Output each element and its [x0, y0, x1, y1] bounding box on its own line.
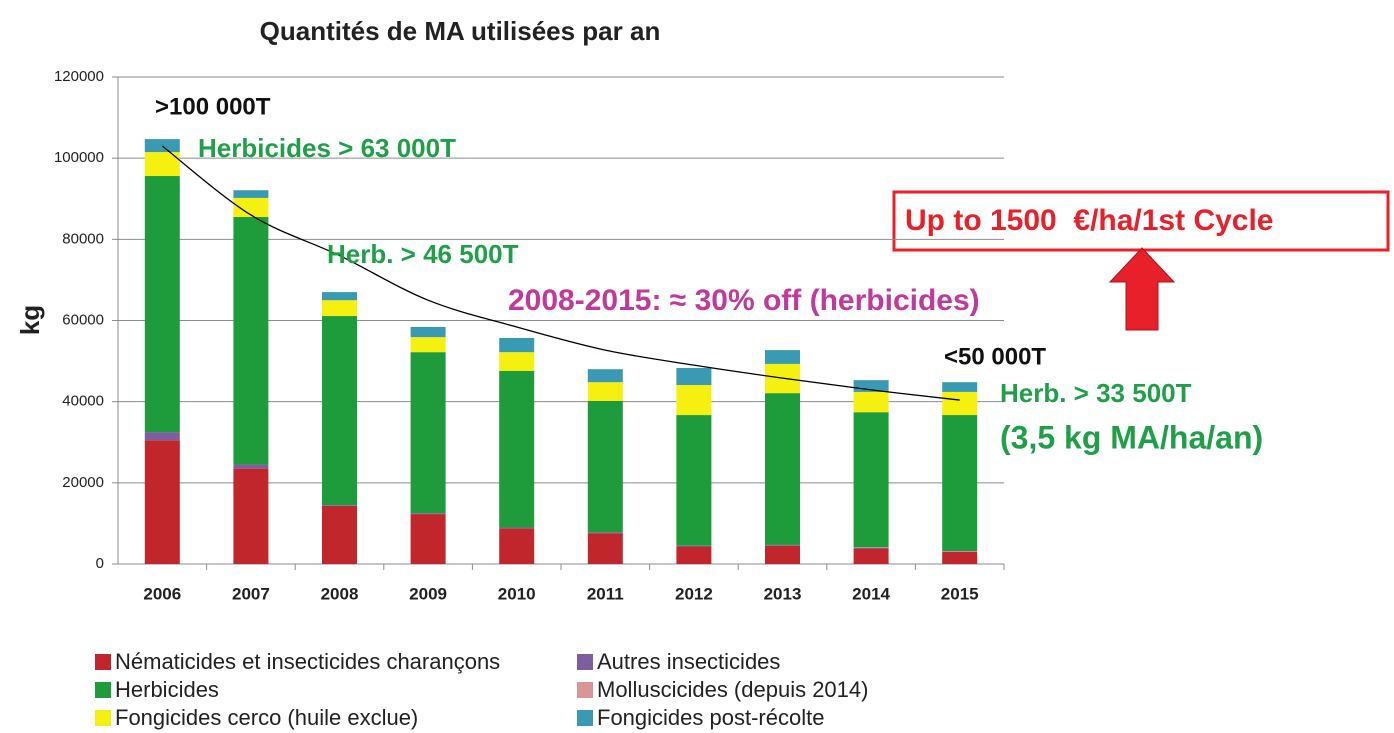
bar-segment [144, 152, 180, 177]
bar-segment [587, 533, 623, 564]
legend-swatch [577, 710, 593, 726]
bar-segment [676, 415, 712, 546]
bar-segment [587, 532, 623, 534]
legend-label: Nématicides et insecticides charançons [115, 649, 500, 674]
y-tick-label: 20000 [62, 474, 104, 491]
bar-segment [499, 370, 535, 528]
y-tick-label: 120000 [54, 68, 104, 85]
bar-segment [942, 551, 978, 564]
bar-segment [144, 432, 180, 441]
bar-segment [499, 528, 535, 564]
bar-segment [765, 393, 800, 545]
y-tick-label: 40000 [62, 393, 104, 410]
bar-segment [410, 514, 446, 564]
x-tick-label: 2006 [143, 584, 181, 603]
bar-segment [233, 197, 269, 218]
bar-segment [587, 369, 623, 383]
bar-segment [233, 217, 269, 465]
trend-line [161, 145, 960, 401]
y-tick-label: 80000 [62, 230, 104, 247]
annotation: Up to 1500 €/ha/1st Cycle [905, 204, 1274, 237]
legend-label: Fongicides cerco (huile exclue) [115, 705, 418, 730]
bar-segment [853, 548, 889, 564]
legend-swatch [577, 682, 593, 698]
x-tick-label: 2012 [675, 584, 713, 603]
bar-segment [410, 337, 446, 353]
bar-segment [144, 440, 180, 564]
x-tick-label: 2014 [852, 584, 890, 603]
x-tick-label: 2008 [321, 584, 359, 603]
bar-segment [676, 546, 712, 564]
x-tick-label: 2013 [764, 584, 802, 603]
legend-label: Autres insecticides [597, 649, 780, 674]
legend-label: Herbicides [115, 677, 219, 702]
legend-label: Fongicides post-récolte [597, 705, 824, 730]
annotation: (3,5 kg MA/ha/an) [1000, 419, 1263, 455]
bar-segment [853, 391, 889, 413]
bar-segment [322, 505, 357, 564]
annotation: >100 000T [155, 93, 271, 120]
bar-segment [765, 350, 800, 364]
bar-segment [322, 316, 357, 506]
x-tick-label: 2011 [587, 584, 624, 603]
bar-segment [499, 352, 535, 371]
bar-segment [765, 545, 800, 564]
bar-segment [676, 385, 712, 416]
annotation: 2008-2015: ≈ 30% off (herbicides) [508, 284, 980, 317]
bar-segment [853, 547, 889, 549]
bar-segment [942, 391, 978, 416]
annotation: Herb. > 46 500T [327, 239, 519, 269]
up-arrow [1108, 247, 1176, 331]
bar-segment [410, 352, 446, 514]
annotation: <50 000T [944, 343, 1046, 370]
chart-title: Quantités de MA utilisées par an [260, 16, 661, 46]
legend-swatch [577, 654, 593, 670]
annotation: Herbicides > 63 000T [198, 133, 456, 163]
bar-segment [676, 367, 712, 386]
bar-segment [410, 513, 446, 515]
bar-segment [322, 292, 357, 301]
bar-segment [410, 326, 446, 338]
bar-segment [233, 468, 269, 564]
bar-segment [233, 190, 269, 198]
y-tick-label: 100000 [54, 149, 104, 166]
x-tick-label: 2015 [941, 584, 979, 603]
bar-segment [322, 300, 357, 317]
x-tick-label: 2010 [498, 584, 536, 603]
x-tick-label: 2009 [409, 584, 447, 603]
callout-box [892, 190, 1390, 252]
legend-swatch [95, 710, 111, 726]
bar-segment [499, 527, 535, 529]
bar-segment [322, 505, 357, 506]
bar-segment [765, 544, 800, 546]
y-tick-label: 60000 [62, 311, 104, 328]
bar-segment [144, 139, 180, 153]
x-tick-label: 2007 [232, 584, 270, 603]
legend-swatch [95, 682, 111, 698]
bar-segment [144, 176, 180, 433]
annotation: Herb. > 33 500T [1000, 378, 1192, 408]
y-tick-label: 0 [96, 555, 104, 572]
bar-segment [853, 412, 889, 548]
bar-segment [499, 337, 535, 353]
bar-segment [587, 382, 623, 401]
bar-segment [676, 545, 712, 547]
bar-segment [233, 464, 269, 469]
bar-segment [942, 382, 978, 392]
bar-segment [587, 400, 623, 533]
y-axis-label: kg [15, 305, 45, 335]
legend-label: Molluscicides (depuis 2014) [597, 677, 868, 702]
legend-swatch [95, 654, 111, 670]
bar-segment [942, 415, 978, 552]
bar-segment [853, 380, 889, 392]
